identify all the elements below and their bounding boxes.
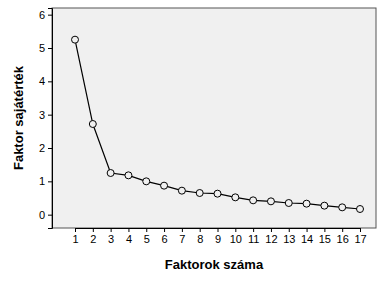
y-tick: 1 bbox=[39, 175, 52, 187]
point bbox=[321, 202, 328, 209]
point bbox=[232, 194, 239, 201]
x-tick-mark bbox=[253, 228, 254, 232]
x-axis: 1234567891011121314151617 bbox=[72, 228, 366, 245]
x-tick-mark bbox=[93, 228, 94, 232]
point bbox=[72, 36, 79, 43]
x-tick-label: 1 bbox=[72, 233, 78, 245]
y-tick: 5 bbox=[39, 42, 52, 54]
x-tick: 13 bbox=[283, 228, 295, 245]
x-tick-mark bbox=[164, 228, 165, 232]
x-axis-title: Faktorok száma bbox=[165, 257, 264, 272]
x-tick-mark bbox=[128, 228, 129, 232]
x-tick: 5 bbox=[144, 228, 150, 245]
x-tick-label: 5 bbox=[144, 233, 150, 245]
y-tick: 2 bbox=[39, 142, 52, 154]
y-tick-mark bbox=[48, 48, 52, 49]
point bbox=[250, 197, 257, 204]
y-tick-mark bbox=[48, 15, 52, 16]
point bbox=[161, 182, 168, 189]
x-tick: 14 bbox=[301, 228, 313, 245]
x-tick-label: 14 bbox=[301, 233, 313, 245]
y-tick-mark bbox=[48, 215, 52, 216]
point bbox=[214, 190, 221, 197]
x-tick-mark bbox=[146, 228, 147, 232]
x-tick: 17 bbox=[354, 228, 366, 245]
y-tick: 3 bbox=[39, 109, 52, 121]
point bbox=[178, 187, 185, 194]
y-tick-label: 6 bbox=[39, 9, 45, 21]
point bbox=[285, 200, 292, 207]
x-tick-mark bbox=[218, 228, 219, 232]
x-tick: 15 bbox=[319, 228, 331, 245]
x-tick: 2 bbox=[90, 228, 96, 245]
y-tick-label: 0 bbox=[39, 209, 45, 221]
y-tick-label: 1 bbox=[39, 175, 45, 187]
x-tick: 10 bbox=[230, 228, 242, 245]
x-tick-label: 8 bbox=[197, 233, 203, 245]
y-tick: 4 bbox=[39, 75, 52, 87]
x-tick-label: 3 bbox=[108, 233, 114, 245]
y-tick-label: 5 bbox=[39, 42, 45, 54]
x-tick-mark bbox=[271, 228, 272, 232]
y-axis: 0 1 2 3 4 5 6 bbox=[39, 9, 53, 229]
x-tick-mark bbox=[342, 228, 343, 232]
y-tick-mark bbox=[48, 148, 52, 149]
x-tick-label: 10 bbox=[230, 233, 242, 245]
x-tick: 6 bbox=[162, 228, 168, 245]
x-tick: 8 bbox=[197, 228, 203, 245]
x-tick-label: 9 bbox=[215, 233, 221, 245]
point bbox=[143, 178, 150, 185]
chart: 01234561234567891011121314151617Faktorok… bbox=[0, 0, 392, 283]
x-tick-label: 7 bbox=[179, 233, 185, 245]
y-axis-line bbox=[48, 9, 53, 229]
y-tick-label: 2 bbox=[39, 142, 45, 154]
plot-frame bbox=[52, 8, 376, 228]
point bbox=[125, 172, 132, 179]
y-axis-title: Faktor sajátérték bbox=[11, 65, 26, 170]
line bbox=[75, 40, 360, 209]
x-tick-label: 12 bbox=[265, 233, 277, 245]
y-tick: 0 bbox=[39, 209, 52, 221]
y-tick: 6 bbox=[39, 9, 52, 21]
x-tick: 7 bbox=[179, 228, 185, 245]
point bbox=[303, 200, 310, 207]
point bbox=[196, 190, 203, 197]
x-tick-label: 11 bbox=[248, 233, 259, 245]
x-tick: 1 bbox=[72, 228, 78, 245]
y-tick-label: 3 bbox=[39, 109, 45, 121]
x-axis-line bbox=[76, 229, 361, 233]
x-tick: 12 bbox=[265, 228, 277, 245]
point bbox=[339, 204, 346, 211]
x-tick-mark bbox=[200, 228, 201, 232]
x-tick-mark bbox=[75, 228, 76, 232]
point bbox=[267, 198, 274, 205]
x-tick-label: 15 bbox=[319, 233, 331, 245]
x-tick: 9 bbox=[215, 228, 221, 245]
x-tick-mark bbox=[182, 228, 183, 232]
x-tick-mark bbox=[324, 228, 325, 232]
y-tick-mark bbox=[48, 81, 52, 82]
marks bbox=[72, 36, 364, 212]
x-tick-label: 6 bbox=[162, 233, 168, 245]
x-tick: 4 bbox=[126, 228, 132, 245]
x-tick-mark bbox=[360, 228, 361, 232]
x-tick-mark bbox=[307, 228, 308, 232]
x-tick-label: 17 bbox=[354, 233, 366, 245]
point bbox=[107, 170, 114, 177]
y-tick-mark bbox=[48, 181, 52, 182]
point bbox=[357, 206, 364, 213]
x-tick-mark bbox=[111, 228, 112, 232]
x-tick-mark bbox=[289, 228, 290, 232]
y-tick-label: 4 bbox=[39, 75, 45, 87]
x-tick-mark bbox=[235, 228, 236, 232]
x-tick-label: 4 bbox=[126, 233, 132, 245]
y-tick-mark bbox=[48, 115, 52, 116]
x-tick: 3 bbox=[108, 228, 114, 245]
x-tick: 11 bbox=[248, 228, 259, 245]
point bbox=[89, 121, 96, 128]
x-tick-label: 16 bbox=[337, 233, 349, 245]
x-tick: 16 bbox=[337, 228, 349, 245]
x-tick-label: 2 bbox=[90, 233, 96, 245]
x-tick-label: 13 bbox=[283, 233, 295, 245]
